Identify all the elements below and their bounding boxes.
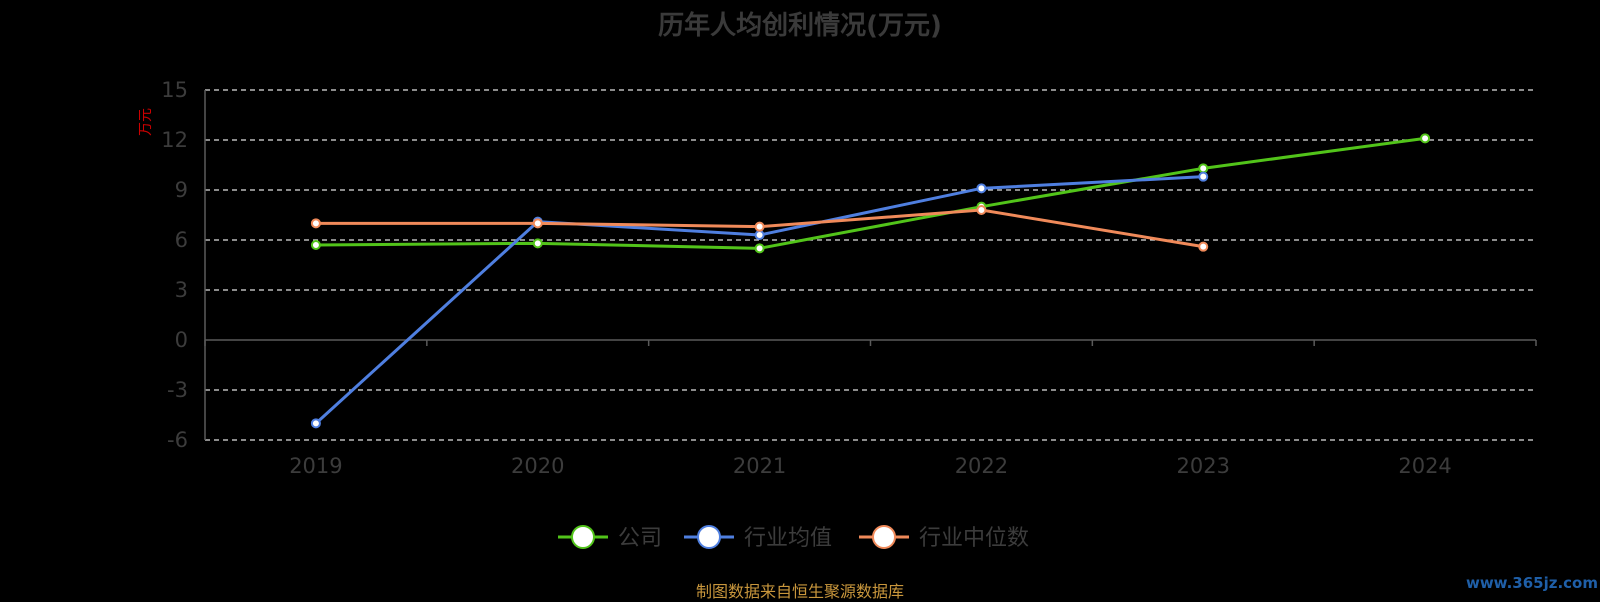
legend-marker bbox=[872, 525, 896, 549]
y-tick-label: -6 bbox=[167, 428, 188, 452]
x-tick-label: 2019 bbox=[289, 454, 342, 478]
y-tick-label: 12 bbox=[161, 128, 188, 152]
legend-item-0[interactable]: 公司 bbox=[558, 525, 662, 551]
y-tick-label: 0 bbox=[175, 328, 188, 352]
data-point bbox=[532, 238, 543, 249]
y-tick-label: 6 bbox=[175, 228, 188, 252]
data-point bbox=[976, 205, 987, 215]
data-point bbox=[310, 240, 321, 250]
data-point bbox=[310, 218, 321, 229]
legend-label: 行业均值 bbox=[744, 526, 832, 551]
legend-marker bbox=[697, 525, 721, 549]
x-tick-label: 2020 bbox=[511, 454, 564, 478]
legend-item-1[interactable]: 行业均值 bbox=[684, 525, 832, 551]
data-point bbox=[754, 221, 765, 232]
legend-item-2[interactable]: 行业中位数 bbox=[859, 525, 1029, 551]
series-layer bbox=[310, 133, 1431, 429]
x-tick-label: 2021 bbox=[733, 454, 786, 478]
legend[interactable]: 公司 行业均值 行业中位数 bbox=[558, 525, 1029, 551]
y-axis-label: 万元 bbox=[138, 108, 154, 136]
legend-marker bbox=[571, 525, 595, 549]
chart-title: 历年人均创利情况(万元) bbox=[658, 10, 942, 41]
data-source-note: 制图数据来自恒生聚源数据库 bbox=[695, 582, 904, 601]
series-line-0 bbox=[315, 136, 1426, 250]
axes bbox=[204, 90, 1537, 440]
data-point bbox=[1420, 133, 1431, 144]
y-tick-label: 3 bbox=[175, 278, 188, 302]
data-point bbox=[754, 230, 765, 240]
data-point bbox=[1198, 171, 1209, 182]
data-point bbox=[310, 418, 321, 429]
x-tick-label: 2023 bbox=[1177, 454, 1230, 478]
watermark: www.365jz.com bbox=[1465, 574, 1598, 592]
y-tick-label: 15 bbox=[161, 78, 188, 102]
x-tick-label: 2024 bbox=[1398, 454, 1451, 478]
data-point bbox=[532, 218, 543, 229]
x-tick-labels: 2019 2020 2021 2022 2023 2024 bbox=[289, 454, 1452, 478]
data-point bbox=[754, 243, 765, 254]
data-point bbox=[976, 183, 987, 194]
data-point bbox=[1198, 241, 1209, 252]
x-tick-label: 2022 bbox=[955, 454, 1008, 478]
y-tick-labels: -6 -3 0 3 6 9 12 15 bbox=[161, 78, 188, 452]
grid-lines bbox=[205, 89, 1536, 441]
y-tick-label: 9 bbox=[175, 178, 188, 202]
legend-label: 公司 bbox=[618, 526, 662, 551]
series-line-1 bbox=[314, 175, 1204, 425]
data-point bbox=[1198, 163, 1209, 174]
y-tick-label: -3 bbox=[167, 378, 188, 402]
legend-label: 行业中位数 bbox=[919, 526, 1029, 551]
